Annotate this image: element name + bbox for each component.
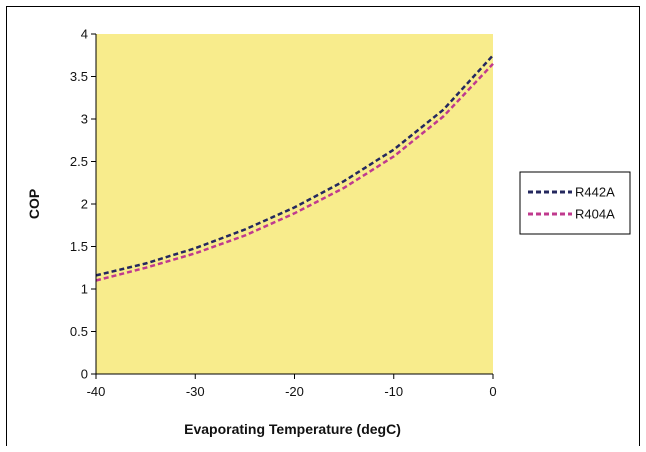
y-axis-title: COP	[26, 189, 42, 219]
y-tick-label: 2	[81, 197, 88, 212]
legend-label-r442a: R442A	[575, 185, 615, 200]
legend-label-r404a: R404A	[575, 207, 615, 222]
x-tick-label: -40	[87, 384, 106, 399]
legend-box	[519, 171, 631, 235]
x-tick-label: -10	[384, 384, 403, 399]
y-tick-label: 0	[81, 367, 88, 382]
y-tick-label: 4	[81, 27, 88, 42]
y-tick-label: 3.5	[70, 69, 88, 84]
series-line-r442a	[95, 54, 494, 277]
y-tick-label: 0.5	[70, 324, 88, 339]
x-tick-label: -20	[285, 384, 304, 399]
plot-area	[96, 34, 493, 374]
x-tick-label: 0	[489, 384, 496, 399]
y-tick-label: 2.5	[70, 154, 88, 169]
y-tick-label: 1.5	[70, 239, 88, 254]
legend: R442A R404A	[519, 171, 631, 235]
cop-chart: 0 0.5 1 1.5 2 2.5 3 3.5 4 -40 -30 -20 -10 0 COP Evapo…	[26, 27, 631, 437]
y-tick-label: 3	[81, 112, 88, 127]
y-tick-label: 1	[81, 282, 88, 297]
x-axis-title: Evaporating Temperature (degC)	[184, 421, 401, 437]
series-line-r404a	[95, 62, 494, 282]
x-tick-label: -30	[186, 384, 205, 399]
chart-frame: 0 0.5 1 1.5 2 2.5 3 3.5 4 -40 -30 -20 -10 0 COP Evapo…	[6, 6, 640, 446]
